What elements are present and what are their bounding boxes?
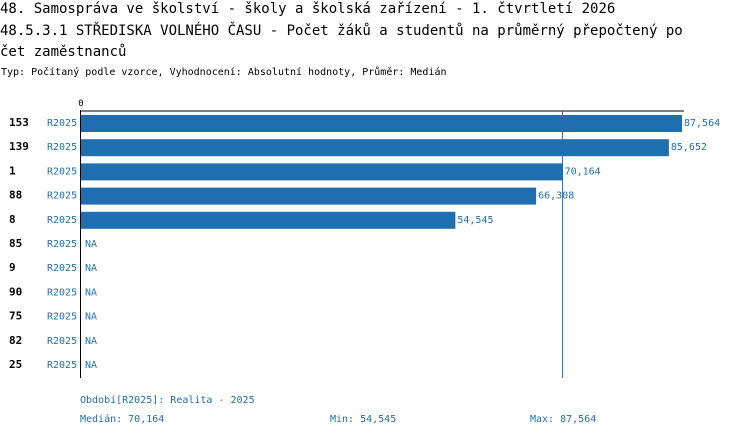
period-label: R2025 xyxy=(47,239,77,250)
category-label: 82 xyxy=(9,334,22,347)
period-label: R2025 xyxy=(47,142,77,153)
category-label: 90 xyxy=(9,285,22,298)
period-label: R2025 xyxy=(47,263,77,274)
category-label: 88 xyxy=(9,189,22,202)
category-label: 9 xyxy=(9,261,16,274)
page-title-line-1: 48. Samospráva ve školství - školy a ško… xyxy=(0,1,616,17)
bar xyxy=(81,187,537,205)
category-label: 8 xyxy=(9,213,16,226)
period-label: R2025 xyxy=(47,336,77,347)
category-label: 153 xyxy=(9,116,29,129)
bar xyxy=(81,163,563,181)
category-label: 85 xyxy=(9,237,22,250)
period-label: R2025 xyxy=(47,215,77,226)
footer-min: Min: 54,545 xyxy=(330,414,397,425)
period-label: R2025 xyxy=(47,166,77,177)
period-label: R2025 xyxy=(47,118,77,129)
footer-period: Období[R2025]: Realita - 2025 xyxy=(80,395,255,406)
data-label: 66,308 xyxy=(538,191,574,202)
category-label: 75 xyxy=(9,310,22,323)
axis-zero-label: 0 xyxy=(78,99,83,109)
period-label: R2025 xyxy=(47,191,77,202)
footer-median: Medián: 70,164 xyxy=(80,414,165,425)
period-label: R2025 xyxy=(47,360,77,371)
bar xyxy=(81,115,682,132)
data-label-na: NA xyxy=(85,360,97,371)
category-label: 25 xyxy=(9,358,22,371)
data-label-na: NA xyxy=(85,287,97,298)
category-label: 1 xyxy=(9,164,16,177)
page-title-line-2: 48.5.3.1 STŘEDISKA VOLNÉHO ČASU - Počet … xyxy=(0,23,683,39)
data-label-na: NA xyxy=(85,239,97,250)
period-label: R2025 xyxy=(47,312,77,323)
data-label: 54,545 xyxy=(457,215,493,226)
data-label-na: NA xyxy=(85,263,97,274)
data-label: 85,652 xyxy=(671,142,707,153)
data-label-na: NA xyxy=(85,312,97,323)
footer-max: Max: 87,564 xyxy=(530,414,597,425)
category-label: 139 xyxy=(9,140,29,153)
page-title-line-3: čet zaměstnanců xyxy=(0,44,127,60)
bar xyxy=(81,211,456,229)
period-label: R2025 xyxy=(47,287,77,298)
data-label: 70,164 xyxy=(565,166,601,177)
data-label: 87,564 xyxy=(684,118,720,129)
data-label-na: NA xyxy=(85,336,97,347)
bar xyxy=(81,139,669,157)
chart-subtitle: Typ: Počítaný podle vzorce, Vyhodnocení:… xyxy=(1,67,447,78)
